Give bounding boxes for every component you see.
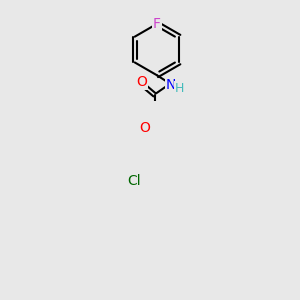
Text: H: H bbox=[174, 82, 184, 95]
Text: O: O bbox=[136, 75, 147, 89]
Text: O: O bbox=[139, 121, 150, 135]
Text: N: N bbox=[166, 78, 176, 92]
Text: F: F bbox=[153, 17, 161, 31]
Text: Cl: Cl bbox=[127, 175, 141, 188]
